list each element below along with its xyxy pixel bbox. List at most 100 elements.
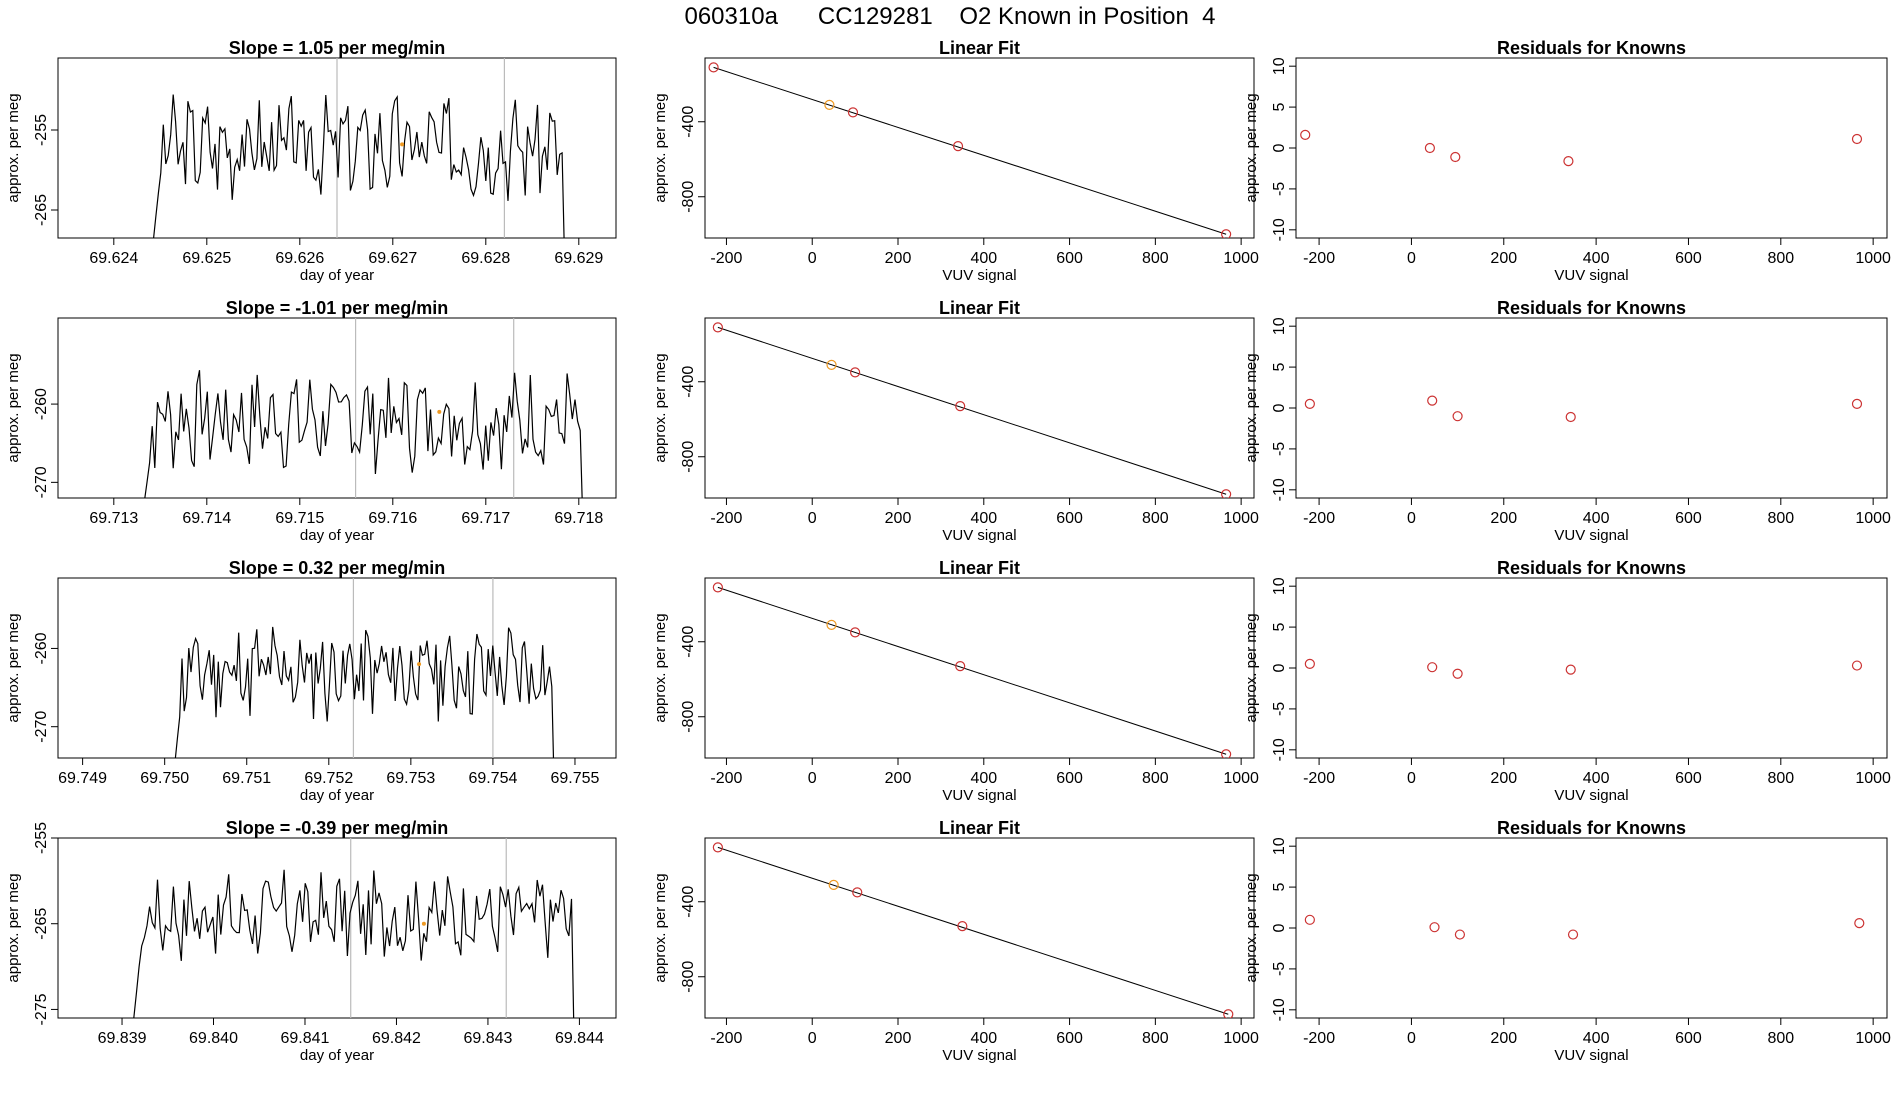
- plot-frame: [704, 57, 1255, 239]
- data-point: [850, 627, 861, 638]
- x-axis-label: day of year: [300, 1047, 374, 1064]
- y-tick-label: -10: [1271, 478, 1288, 501]
- fit-line: [717, 326, 1227, 495]
- x-tick-label: 200: [1490, 250, 1517, 267]
- plot-frame: [1295, 317, 1888, 499]
- y-axis-label: approx. per meg: [652, 613, 669, 722]
- plot-frame: [1295, 57, 1888, 239]
- data-point: [847, 107, 859, 118]
- panel-title: Linear Fit: [939, 38, 1020, 58]
- y-tick-label: -255: [33, 114, 50, 146]
- x-tick-label: 69.717: [461, 510, 510, 527]
- x-tick-label: 69.839: [98, 1030, 147, 1047]
- signal-series-line: [153, 94, 565, 238]
- data-point: [1304, 914, 1315, 925]
- x-tick-label: 69.844: [555, 1030, 604, 1047]
- y-tick-label: -800: [680, 701, 697, 733]
- plot-area: [1300, 129, 1863, 167]
- panel-title: Slope = 1.05 per meg/min: [229, 38, 446, 58]
- y-tick-label: 5: [1271, 363, 1288, 372]
- y-tick-label: 10: [1271, 57, 1288, 75]
- panel-title: Linear Fit: [939, 818, 1020, 838]
- plot-area: [1304, 914, 1865, 940]
- y-tick-label: -265: [33, 908, 50, 940]
- x-tick-label: 0: [1407, 510, 1416, 527]
- y-axis-label: approx. per meg: [1243, 613, 1260, 722]
- x-tick-label: 600: [1056, 510, 1083, 527]
- x-tick-label: -200: [1303, 770, 1335, 787]
- panel-title: Residuals for Knowns: [1497, 38, 1686, 58]
- x-tick-label: -200: [710, 770, 742, 787]
- y-tick-label: -275: [33, 993, 50, 1025]
- data-point: [708, 62, 719, 73]
- plot-area: [153, 58, 565, 238]
- x-tick-label: 800: [1142, 770, 1169, 787]
- x-tick-label: 600: [1056, 250, 1083, 267]
- y-tick-label: 0: [1271, 923, 1288, 932]
- x-tick-label: 600: [1056, 1030, 1083, 1047]
- highlight-data-point: [826, 359, 837, 370]
- fit-line: [713, 66, 1227, 235]
- data-point: [1452, 668, 1463, 679]
- x-tick-label: 200: [885, 250, 912, 267]
- data-point: [1300, 129, 1311, 141]
- x-tick-label: 69.715: [275, 510, 324, 527]
- y-tick-label: 0: [1271, 403, 1288, 412]
- x-tick-label: 69.629: [554, 250, 603, 267]
- x-tick-label: 1000: [1855, 510, 1891, 527]
- plot-area: [144, 318, 583, 498]
- x-axis-label: VUV signal: [942, 787, 1016, 804]
- y-tick-label: -5: [1271, 962, 1288, 976]
- plot-frame: [57, 837, 617, 1019]
- x-tick-label: 1000: [1223, 510, 1259, 527]
- plot-frame: [1295, 577, 1888, 759]
- x-tick-label: 800: [1142, 510, 1169, 527]
- panel-title: Residuals for Knowns: [1497, 818, 1686, 838]
- x-tick-label: 600: [1675, 1030, 1702, 1047]
- y-tick-label: 5: [1271, 883, 1288, 892]
- figure-title: 060310a CC129281 O2 Known in Position 4: [684, 3, 1216, 30]
- panel-fit-3: Linear Fit -200 0 200 400 600 800 1000 VUV signa…: [652, 558, 1259, 804]
- panel-timeseries-4: Slope = -0.39 per meg/min 69.839 69.840 69.…: [5, 818, 617, 1064]
- x-tick-label: 0: [1407, 1030, 1416, 1047]
- y-tick-label: 0: [1271, 663, 1288, 672]
- data-point: [850, 367, 861, 378]
- x-axis-label: VUV signal: [942, 527, 1016, 544]
- x-axis-label: day of year: [300, 267, 374, 284]
- x-tick-label: 69.840: [189, 1030, 238, 1047]
- panel-timeseries-1: Slope = 1.05 per meg/min 69.624 69.625 69.6…: [5, 38, 617, 284]
- x-tick-label: 800: [1767, 510, 1794, 527]
- data-point: [1223, 1009, 1234, 1018]
- y-axis-label: approx. per meg: [652, 93, 669, 202]
- panel-title: Slope = 0.32 per meg/min: [229, 558, 446, 578]
- data-point: [952, 141, 964, 152]
- x-tick-label: -200: [710, 1030, 742, 1047]
- y-tick-label: 10: [1271, 577, 1288, 595]
- y-tick-label: -400: [680, 626, 697, 658]
- y-tick-label: 10: [1271, 837, 1288, 855]
- panel-residuals-2: Residuals for Knowns-200 0 200 400 600 800 100…: [1243, 298, 1891, 544]
- data-point: [852, 887, 863, 898]
- x-tick-label: 0: [808, 1030, 817, 1047]
- data-point: [1851, 398, 1863, 410]
- highlight-point: [421, 921, 426, 926]
- panel-title: Residuals for Knowns: [1497, 558, 1686, 578]
- plot-area: [133, 838, 575, 1018]
- y-tick-label: -265: [33, 194, 50, 226]
- data-point: [1565, 664, 1576, 675]
- plot-area: [1304, 658, 1863, 679]
- highlight-data-point: [826, 619, 837, 630]
- x-tick-label: 800: [1142, 250, 1169, 267]
- data-point: [1424, 142, 1435, 154]
- plot-frame: [704, 577, 1255, 759]
- highlight-data-point: [828, 879, 839, 890]
- y-tick-label: -255: [33, 822, 50, 854]
- data-point: [957, 921, 968, 932]
- plot-frame: [57, 577, 617, 759]
- x-axis-label: VUV signal: [1554, 527, 1628, 544]
- y-axis-label: approx. per meg: [5, 353, 22, 462]
- x-tick-label: 800: [1767, 1030, 1794, 1047]
- x-tick-label: 400: [970, 1030, 997, 1047]
- data-point: [1427, 395, 1438, 406]
